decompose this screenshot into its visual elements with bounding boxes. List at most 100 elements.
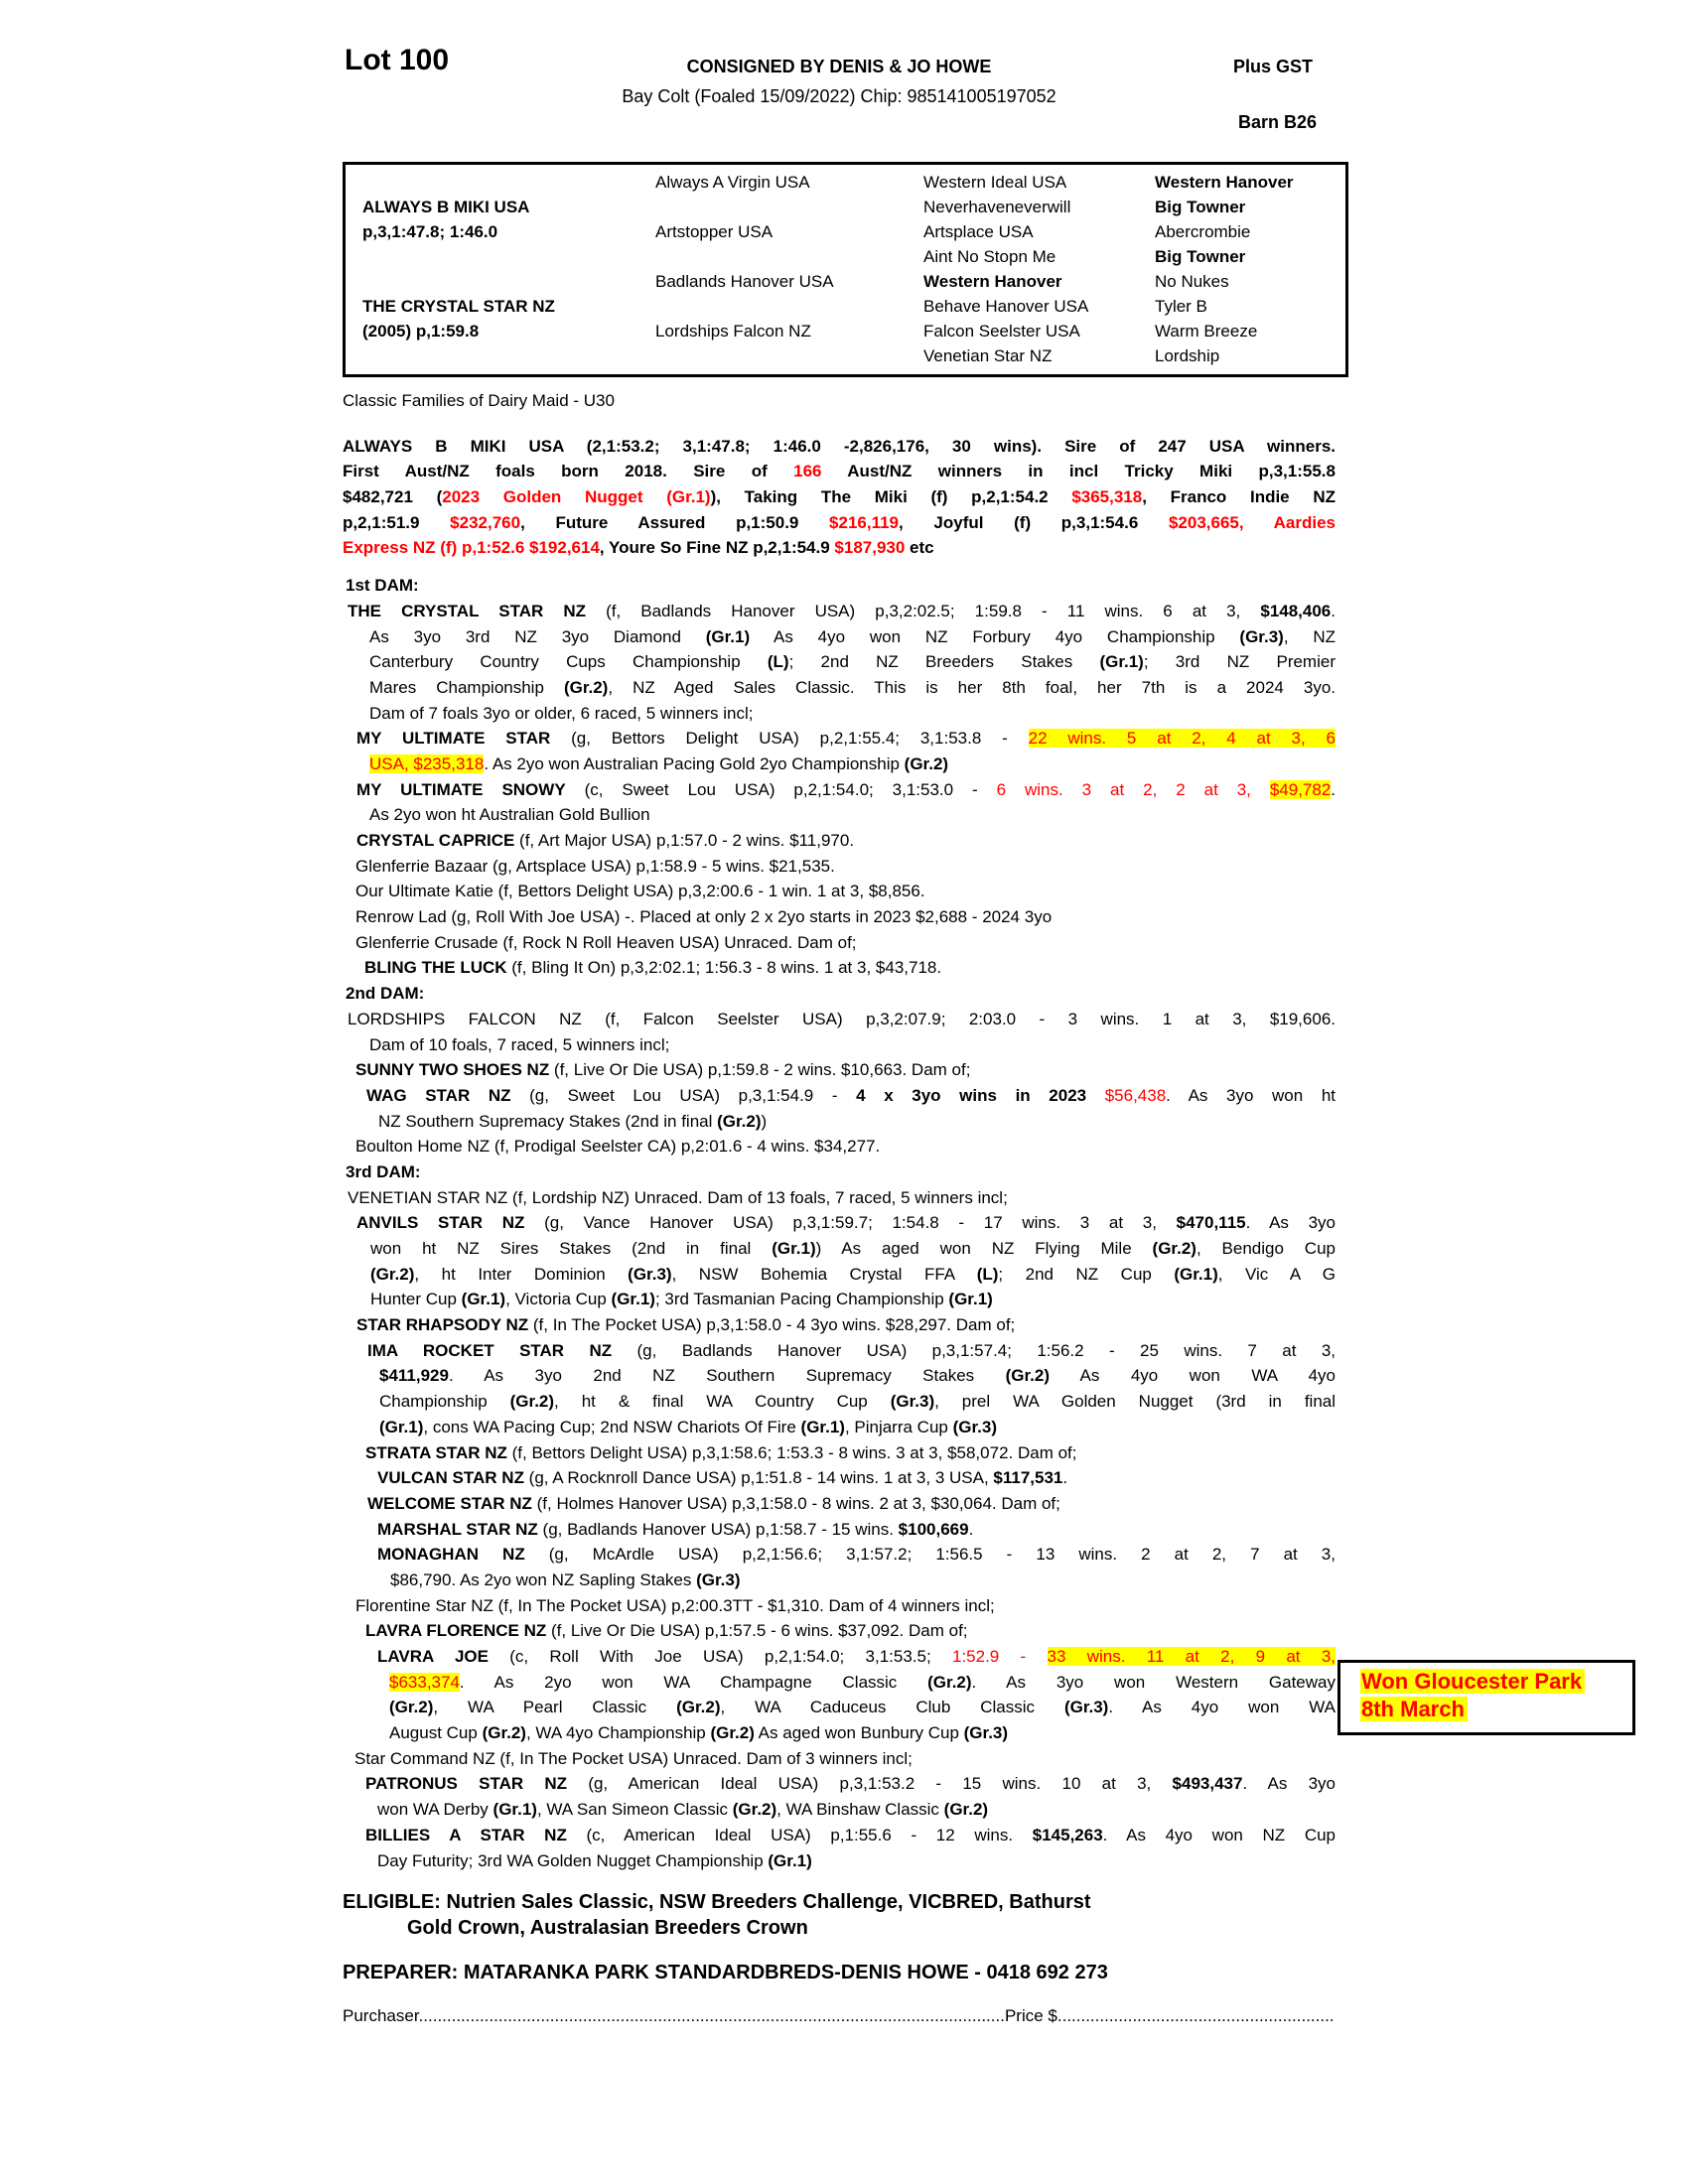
text-segment: (Gr.2)	[943, 1800, 989, 1820]
text-segment: BILLIES A STAR NZ	[365, 1825, 567, 1844]
text-segment: , prel WA Golden Nugget (3rd in final	[934, 1392, 1336, 1412]
text-segment: .	[1062, 1468, 1068, 1488]
pedigree-cell: Aint No Stopn Me	[923, 247, 1056, 266]
pedigree-column: Western Ideal USA Neverhaveneverwill Artsp…	[923, 170, 1088, 368]
text-segment: $365,318	[1071, 487, 1143, 507]
text-segment: As 4yo won WA 4yo	[1050, 1366, 1336, 1386]
pedigree-cell: Venetian Star NZ	[923, 346, 1053, 365]
text-segment: (Gr.1)	[492, 1800, 537, 1820]
pedigree-cell: Western Hanover	[1155, 173, 1294, 192]
text-line: ELIGIBLE: Nutrien Sales Classic, NSW Bre…	[343, 1890, 1336, 1916]
text-segment: , Victoria Cup	[505, 1290, 612, 1309]
text-segment: won ht NZ Sires Stakes (2nd in final	[370, 1239, 773, 1258]
text-line: Renrow Lad (g, Roll With Joe USA) -. Pla…	[343, 904, 1336, 930]
text-segment: Price $	[1004, 2006, 1057, 2026]
text-segment: , Franco Indie NZ	[1142, 487, 1336, 507]
text-segment: (Gr.1)	[948, 1290, 993, 1309]
text-segment: ; 2nd NZ Cup	[998, 1264, 1175, 1284]
pedigree-cell: Tyler B	[1155, 297, 1207, 316]
text-segment: (Gr.1)	[461, 1290, 506, 1309]
text-segment: . As 2yo won WA Champagne Classic	[459, 1672, 928, 1692]
text-segment: ; 2nd NZ Breeders Stakes	[788, 652, 1100, 672]
text-segment: (g, McArdle USA) p,2,1:56.6; 3,1:57.2; 1…	[524, 1545, 1336, 1565]
text-segment: VULCAN STAR NZ	[377, 1468, 524, 1488]
pedigree-cell: Western Hanover	[923, 272, 1062, 291]
text-line: PREPARER: MATARANKA PARK STANDARDBREDS-D…	[343, 1961, 1336, 1986]
text-line: Florentine Star NZ (f, In The Pocket USA…	[343, 1593, 1336, 1619]
text-line: (Gr.2), WA Pearl Classic (Gr.2), WA Cadu…	[343, 1695, 1336, 1720]
text-segment: , NSW Bohemia Crystal FFA	[671, 1264, 977, 1284]
text-segment: (f, Live Or Die USA) p,1:57.5 - 6 wins. …	[546, 1621, 968, 1641]
text-segment: As aged won Bunbury Cup	[754, 1723, 964, 1743]
text-segment	[1086, 1086, 1105, 1105]
text-line: $482,721 (2023 Golden Nugget (Gr.1)), Ta…	[343, 484, 1336, 510]
text-segment: (f, Holmes Hanover USA) p,3,1:58.0 - 8 w…	[531, 1493, 1060, 1513]
text-segment: .	[968, 1519, 974, 1539]
text-segment: (g, Sweet Lou USA) p,3,1:54.9 -	[510, 1085, 857, 1105]
pedigree-cell: Artsplace USA	[923, 222, 1034, 241]
text-segment: p,2,1:51.9	[343, 512, 451, 532]
text-segment: (g, Vance Hanover USA) p,3,1:59.7; 1:54.…	[524, 1213, 1177, 1233]
text-segment: (Gr.1)	[800, 1417, 845, 1436]
text-segment: (Gr.2)	[389, 1698, 434, 1717]
text-line: WELCOME STAR NZ (f, Holmes Hanover USA) …	[343, 1491, 1336, 1517]
text-segment: BLING THE LUCK	[364, 958, 507, 978]
pedigree-cell: Lordship	[1155, 346, 1220, 365]
text-segment: MY ULTIMATE STAR	[356, 729, 551, 749]
foal-details: Bay Colt (Foaled 15/09/2022) Chip: 98514…	[622, 86, 1056, 106]
text-segment: Classic Families of Dairy Maid - U30	[343, 391, 615, 410]
text-segment: PREPARER: MATARANKA PARK STANDARDBREDS-D…	[343, 1961, 1108, 1983]
pedigree-cell	[655, 343, 834, 368]
text-line: USA, $235,318. As 2yo won Australian Pac…	[343, 751, 1336, 777]
text-line: SUNNY TWO SHOES NZ (f, Live Or Die USA) …	[343, 1057, 1336, 1083]
text-segment: . As 4yo won WA	[1108, 1698, 1336, 1717]
text-segment: (f, Badlands Hanover USA) p,3,2:02.5; 1:…	[586, 601, 1261, 620]
text-segment: LAVRA FLORENCE NZ	[365, 1621, 547, 1641]
text-segment: (Gr.1)	[1174, 1264, 1218, 1284]
text-line: BILLIES A STAR NZ (c, American Ideal USA…	[343, 1823, 1336, 1848]
barn-label: Barn B26	[1238, 112, 1318, 132]
text-segment: Championship	[379, 1392, 510, 1412]
text-segment: STRATA STAR NZ	[365, 1442, 507, 1462]
text-segment: (f, In The Pocket USA) p,3,1:58.0 - 4 3y…	[528, 1315, 1016, 1335]
text-segment: (c, Roll With Joe USA) p,2,1:54.0; 3,1:5…	[488, 1647, 952, 1666]
text-line: LAVRA JOE (c, Roll With Joe USA) p,2,1:5…	[343, 1644, 1336, 1670]
text-line: Day Futurity; 3rd WA Golden Nugget Champ…	[343, 1848, 1336, 1874]
annotation-line: Won Gloucester Park	[1360, 1668, 1632, 1696]
text-segment: ; 3rd NZ Premier	[1143, 652, 1336, 672]
text-line: As 3yo 3rd NZ 3yo Diamond (Gr.1) As 4yo …	[343, 624, 1336, 650]
text-segment: ALWAYS B MIKI USA (2,1:53.2; 3,1:47.8; 1…	[343, 436, 1336, 456]
text-segment: . As 3yo 2nd NZ Southern Supremacy Stake…	[448, 1366, 1006, 1386]
text-segment: LORDSHIPS FALCON NZ (f, Falcon Seelster …	[348, 1009, 1336, 1028]
text-segment: USA, $235,318	[369, 753, 485, 773]
text-line: VENETIAN STAR NZ (f, Lordship NZ) Unrace…	[343, 1185, 1336, 1211]
text-segment: , Pinjarra Cup	[844, 1417, 953, 1436]
text-segment: (Gr.3)	[890, 1392, 935, 1412]
text-segment: ), Taking The Miki (f) p,2,1:54.2	[710, 487, 1072, 507]
text-segment: VENETIAN STAR NZ (f, Lordship NZ) Unrace…	[348, 1187, 1008, 1207]
text-segment: (Gr.2)	[904, 753, 949, 773]
text-segment: Glenferrie Bazaar (g, Artsplace USA) p,1…	[355, 856, 835, 876]
consignor-title: CONSIGNED BY DENIS & JO HOWE	[686, 57, 992, 76]
pedigree-cell: Always A Virgin USA	[655, 173, 810, 192]
text-segment: (g, American Ideal USA) p,3,1:53.2 - 15 …	[567, 1774, 1173, 1794]
text-segment: etc	[905, 538, 934, 558]
pedigree-cell: Big Towner	[1155, 247, 1246, 266]
text-segment: , Joyful (f) p,3,1:54.6	[899, 512, 1169, 532]
text-segment: (Gr.1)	[379, 1417, 424, 1436]
text-segment: 2023 Golden Nugget (Gr.1)	[442, 487, 711, 507]
text-segment: $49,782	[1269, 779, 1332, 799]
pedigree-cell: Lordships Falcon NZ	[655, 322, 811, 341]
text-segment: As 4yo won NZ Forbury 4yo Championship	[750, 626, 1240, 646]
text-segment: MY ULTIMATE SNOWY	[356, 779, 566, 799]
text-segment: THE CRYSTAL STAR NZ	[348, 601, 586, 620]
text-segment: (Gr.3)	[696, 1570, 741, 1589]
text-segment: LAVRA JOE	[377, 1647, 489, 1666]
text-line: 1st DAM:	[343, 573, 1336, 599]
text-segment: (Gr.1)	[705, 626, 751, 646]
text-segment: , ht Inter Dominion	[414, 1264, 629, 1284]
text-segment: Star Command NZ (f, In The Pocket USA) U…	[354, 1748, 913, 1768]
annotation-line: 8th March	[1360, 1696, 1632, 1723]
text-segment: $232,760	[450, 512, 521, 532]
annotation-text: Won Gloucester Park	[1360, 1669, 1586, 1694]
